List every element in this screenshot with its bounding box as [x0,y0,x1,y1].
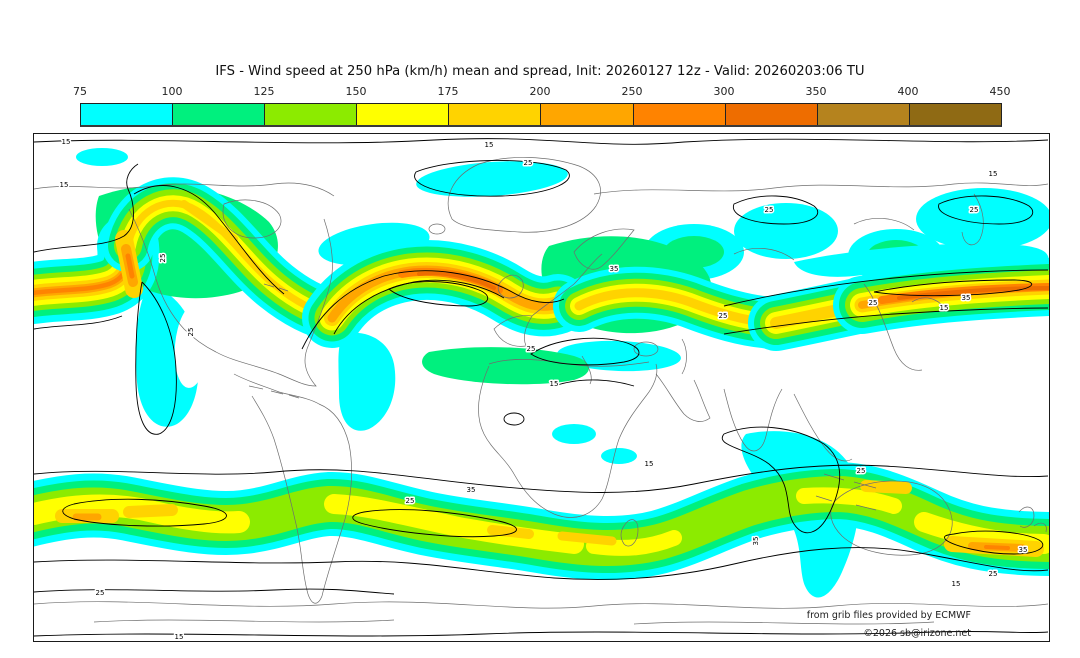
colorbar-segment [81,104,174,125]
colorbar-tick: 250 [621,85,643,98]
wind-field-canvas: 15 15 25 25 15 25 35 25 15 25 25 25 15 35 15 25 25 15 25 35… [34,137,1049,642]
contour-label: 25 [187,328,195,337]
contour-label: 15 [550,380,559,388]
colorbar-segment [541,104,634,125]
contour-label: 25 [159,254,167,263]
contour-label: 25 [719,312,728,320]
contour-label: 25 [970,206,979,214]
contour-label: 15 [940,304,949,312]
colorbar-segment [265,104,358,125]
colorbar-tick: 350 [805,85,827,98]
colorbar-segment [449,104,542,125]
contour-label: 35 [610,265,619,273]
colorbar-segment [173,104,266,125]
contour-label: 35 [752,537,760,546]
colorbar-segment [633,104,726,125]
colorbar-tick: 200 [529,85,551,98]
contour-label: 15 [62,138,71,146]
contour-label: 25 [869,299,878,307]
colorbar-tick: 125 [253,85,275,98]
contour-label: 25 [989,570,998,578]
contour-label: 25 [524,159,533,167]
contour-label: 15 [989,170,998,178]
contour-label: 25 [96,589,105,597]
world-wind-map: 15 15 25 25 15 25 35 25 15 25 25 25 15 35 15 25 25 15 25 35… [33,133,1050,642]
contour-label: 15 [60,181,69,189]
colorbar-segment [817,104,910,125]
colorbar-tick: 450 [989,85,1011,98]
colorbar-tick-labels: 75 100 125 150 175 200 250 300 350 400 450 [73,85,1011,99]
colorbar-segment [725,104,818,125]
attribution-copyright: ©2026 sb@irizone.net [863,628,971,639]
contour-label: 15 [645,460,654,468]
spread-contour-labels: 15 15 25 25 15 25 35 25 15 25 25 25 15 35 15 25 25 15 25 35… [58,137,1029,642]
colorbar-segment [357,104,450,125]
spread-contours [34,138,1049,637]
colorbar-tick: 300 [713,85,735,98]
attribution-source: from grib files provided by ECMWF [806,610,971,621]
colorbar-tick: 100 [161,85,183,98]
coastlines [34,157,1049,625]
contour-label: 15 [175,633,184,641]
contour-label: 35 [467,486,476,494]
colorbar [80,103,1002,127]
colorbar-tick: 175 [437,85,459,98]
contour-label: 25 [527,345,536,353]
contour-label: 15 [952,580,961,588]
contour-label: 25 [765,206,774,214]
wind-speed-shading [34,148,1049,598]
contour-label: 25 [406,497,415,505]
contour-label: 15 [485,141,494,149]
contour-label: 35 [962,294,971,302]
contour-label: 35 [1019,546,1028,554]
colorbar-tick: 150 [345,85,367,98]
colorbar-tick: 400 [897,85,919,98]
chart-title: IFS - Wind speed at 250 hPa (km/h) mean … [215,64,865,79]
contour-label: 25 [857,467,866,475]
colorbar-tick: 75 [73,85,87,98]
colorbar-segment [909,104,1001,125]
